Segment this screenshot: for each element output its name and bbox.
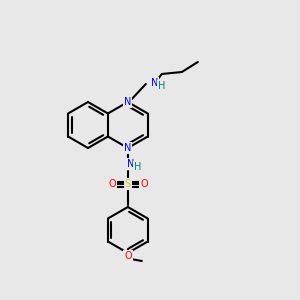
Text: S: S	[125, 179, 131, 189]
Text: N: N	[127, 159, 134, 169]
Text: O: O	[140, 179, 148, 189]
Text: O: O	[108, 179, 116, 189]
Text: N: N	[124, 97, 131, 107]
Text: O: O	[124, 251, 132, 261]
Text: N: N	[124, 143, 131, 153]
Text: H: H	[158, 81, 165, 91]
Text: H: H	[134, 162, 142, 172]
Text: N: N	[151, 78, 158, 88]
